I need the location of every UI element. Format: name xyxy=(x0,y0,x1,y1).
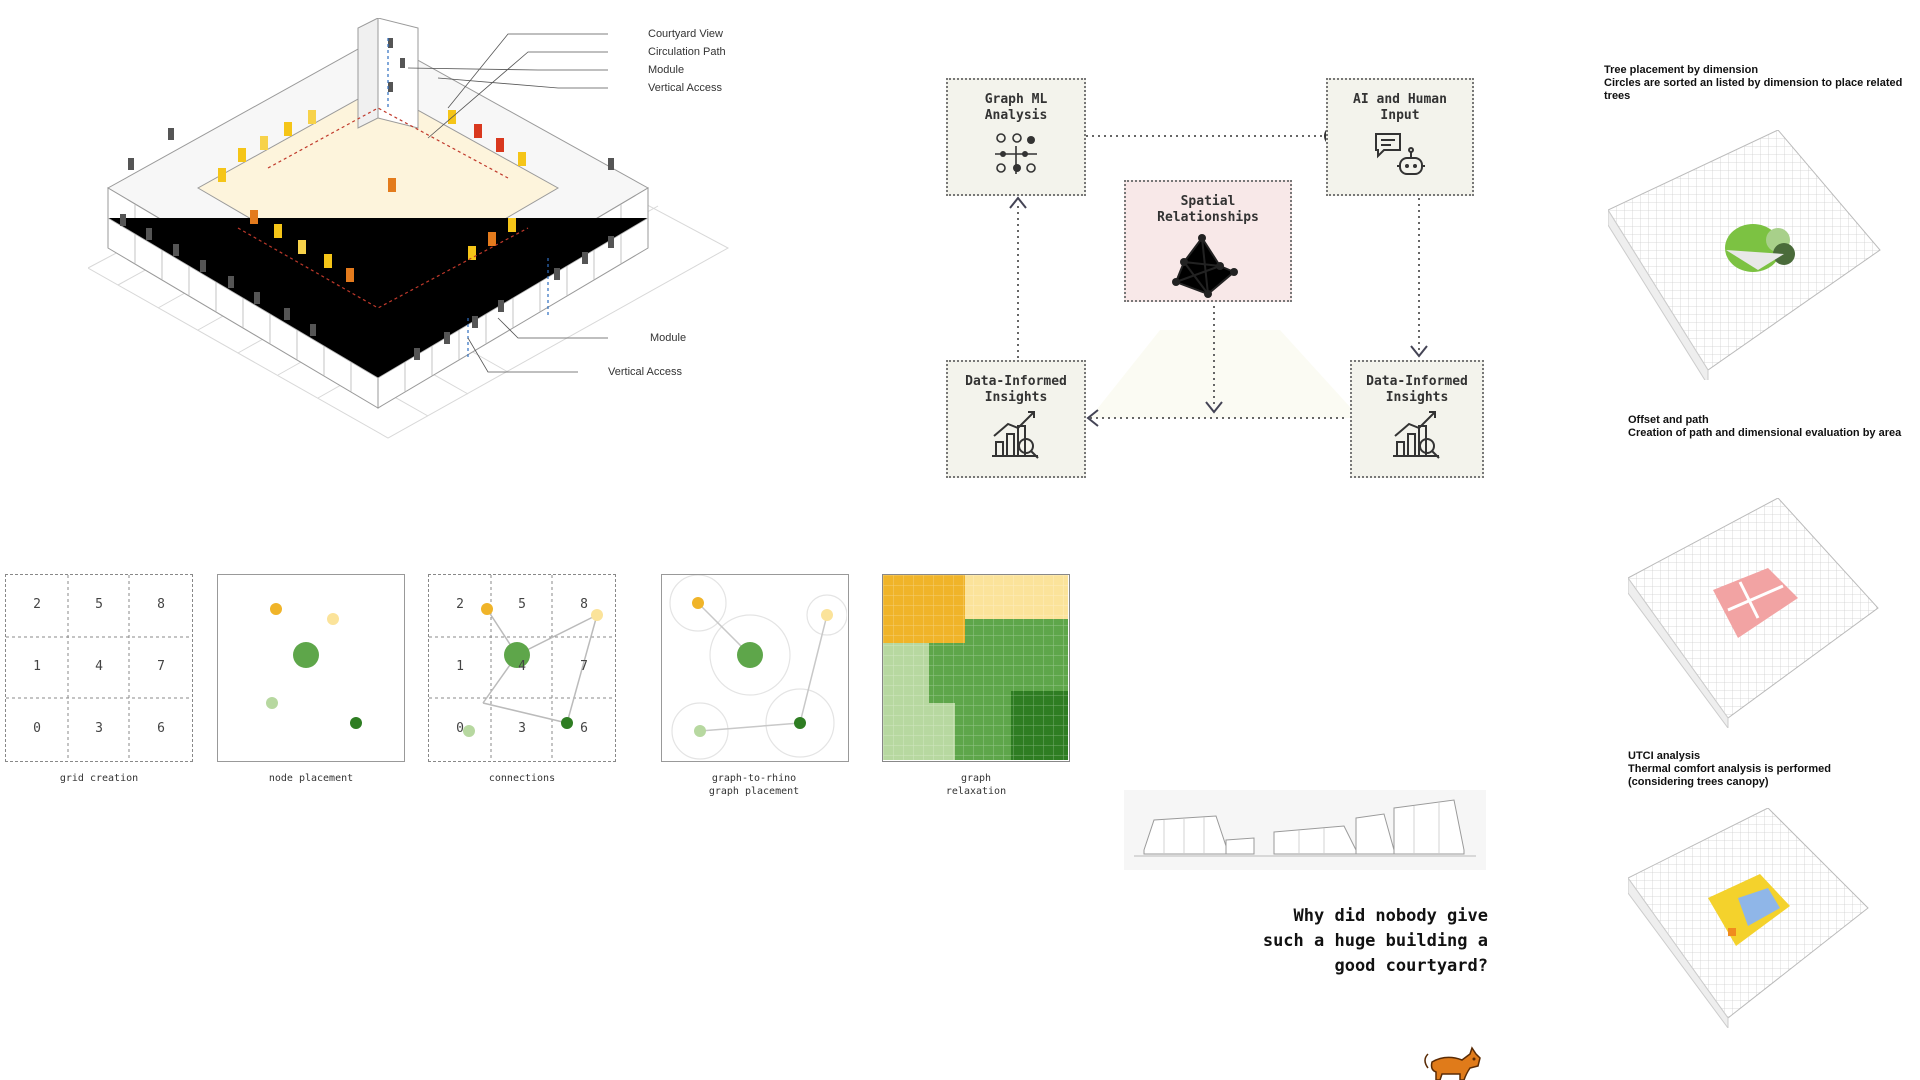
cat-icon[interactable] xyxy=(1420,1044,1482,1080)
flowchart-connectors xyxy=(1009,126,1428,427)
callout-module-top: Module xyxy=(648,64,685,76)
spatial-relationships-box: Spatial Relationships xyxy=(1124,180,1292,302)
ai-human-input-label: AI and Human Input xyxy=(1353,92,1447,123)
offset-path-title: Offset and path xyxy=(1628,414,1709,426)
node-dots xyxy=(266,603,362,729)
grid-creation-label: grid creation xyxy=(59,773,139,784)
offset-path-description: Creation of path and dimensional evaluat… xyxy=(1628,427,1902,439)
network-graph-icon xyxy=(1172,234,1238,298)
tree-placement-note: Tree placement by dimension Circles are … xyxy=(1604,64,1904,103)
data-informed-insights-right-label: Data-Informed Insights xyxy=(1366,374,1468,405)
utci-title: UTCI analysis xyxy=(1628,750,1701,762)
tree-placement-title: Tree placement by dimension xyxy=(1604,64,1759,76)
node-placement-label: node placement xyxy=(268,773,354,784)
grid-cell-number: 2 xyxy=(456,597,464,612)
relaxed-zones xyxy=(883,575,1068,760)
bar-chart-magnifier-icon xyxy=(992,411,1039,459)
node-placement-panel xyxy=(217,574,405,762)
tree-placement-massing xyxy=(1608,130,1881,380)
courtyard-question: Why did nobody give such a huge building… xyxy=(1262,906,1488,976)
grid-cell-number: 2 xyxy=(33,597,41,612)
graph-relaxation-label: graph relaxation xyxy=(945,773,1007,797)
spatial-relationships-label: Spatial Relationships xyxy=(1157,194,1259,225)
grid-cell-number: 1 xyxy=(456,659,464,674)
grid-lines xyxy=(429,575,614,760)
grid-cell-number: 1 xyxy=(33,659,41,674)
axonometric-drawing xyxy=(86,17,730,439)
grid-lines xyxy=(6,575,191,760)
grid-cell-number: 5 xyxy=(518,597,526,612)
graph-relaxation-panel xyxy=(882,574,1070,762)
scatter-cluster-icon xyxy=(995,133,1037,174)
axonometric-diagram: Courtyard View Circulation Path Module V… xyxy=(86,17,748,498)
grid-cell-number: 4 xyxy=(95,659,103,674)
bar-chart-magnifier-icon xyxy=(1393,411,1440,459)
building-elevation-sketch xyxy=(1124,790,1486,870)
graph-to-rhino-panel xyxy=(661,574,849,762)
data-informed-insights-left-label: Data-Informed Insights xyxy=(965,374,1067,405)
connections-panel: 2 5 8 1 4 7 0 3 6 xyxy=(428,574,616,762)
utci-massing xyxy=(1628,808,1869,1028)
connections-label: connections xyxy=(488,773,556,784)
grid-creation-panel: 2 5 8 1 4 7 0 3 6 xyxy=(5,574,193,762)
offset-path-massing xyxy=(1628,498,1879,728)
grid-cell-number: 8 xyxy=(580,597,588,612)
offset-path-note: Offset and path Creation of path and dim… xyxy=(1628,414,1920,440)
callout-vertical-access-bottom: Vertical Access xyxy=(608,366,682,378)
grid-cell-number: 0 xyxy=(33,721,41,736)
callout-circulation-path: Circulation Path xyxy=(648,46,726,58)
graph-to-rhino-label: graph-to-rhino graph placement xyxy=(708,773,800,797)
graph-ml-analysis-box: Graph ML Analysis xyxy=(946,78,1086,196)
grid-cell-number: 6 xyxy=(157,721,165,736)
grid-cell-number: 5 xyxy=(95,597,103,612)
grid-cell-number: 7 xyxy=(580,659,588,674)
callout-courtyard-view: Courtyard View xyxy=(648,28,723,40)
tree-placement-description: Circles are sorted an listed by dimensio… xyxy=(1604,77,1903,102)
ai-human-input-box: AI and Human Input xyxy=(1326,78,1474,196)
data-informed-insights-right-box: Data-Informed Insights xyxy=(1350,360,1484,478)
grid-cell-number: 3 xyxy=(518,721,526,736)
utci-note: UTCI analysis Thermal comfort analysis i… xyxy=(1628,750,1898,789)
chat-robot-icon xyxy=(1375,133,1425,175)
grid-cell-number: 0 xyxy=(456,721,464,736)
callout-vertical-access-top: Vertical Access xyxy=(648,82,722,94)
grid-cell-number: 3 xyxy=(95,721,103,736)
flowchart: Graph ML Analysis AI and Human Input Spa… xyxy=(940,70,1520,490)
grid-cell-number: 4 xyxy=(518,659,526,674)
grid-cell-number: 6 xyxy=(580,721,588,736)
callout-module-bottom: Module xyxy=(650,332,687,344)
grid-cell-number: 8 xyxy=(157,597,165,612)
grid-cell-number: 7 xyxy=(157,659,165,674)
utci-description: Thermal comfort analysis is performed (c… xyxy=(1628,763,1831,788)
data-informed-insights-left-box: Data-Informed Insights xyxy=(946,360,1086,478)
graph-ml-analysis-label: Graph ML Analysis xyxy=(984,92,1048,123)
graph-placement xyxy=(669,575,847,760)
